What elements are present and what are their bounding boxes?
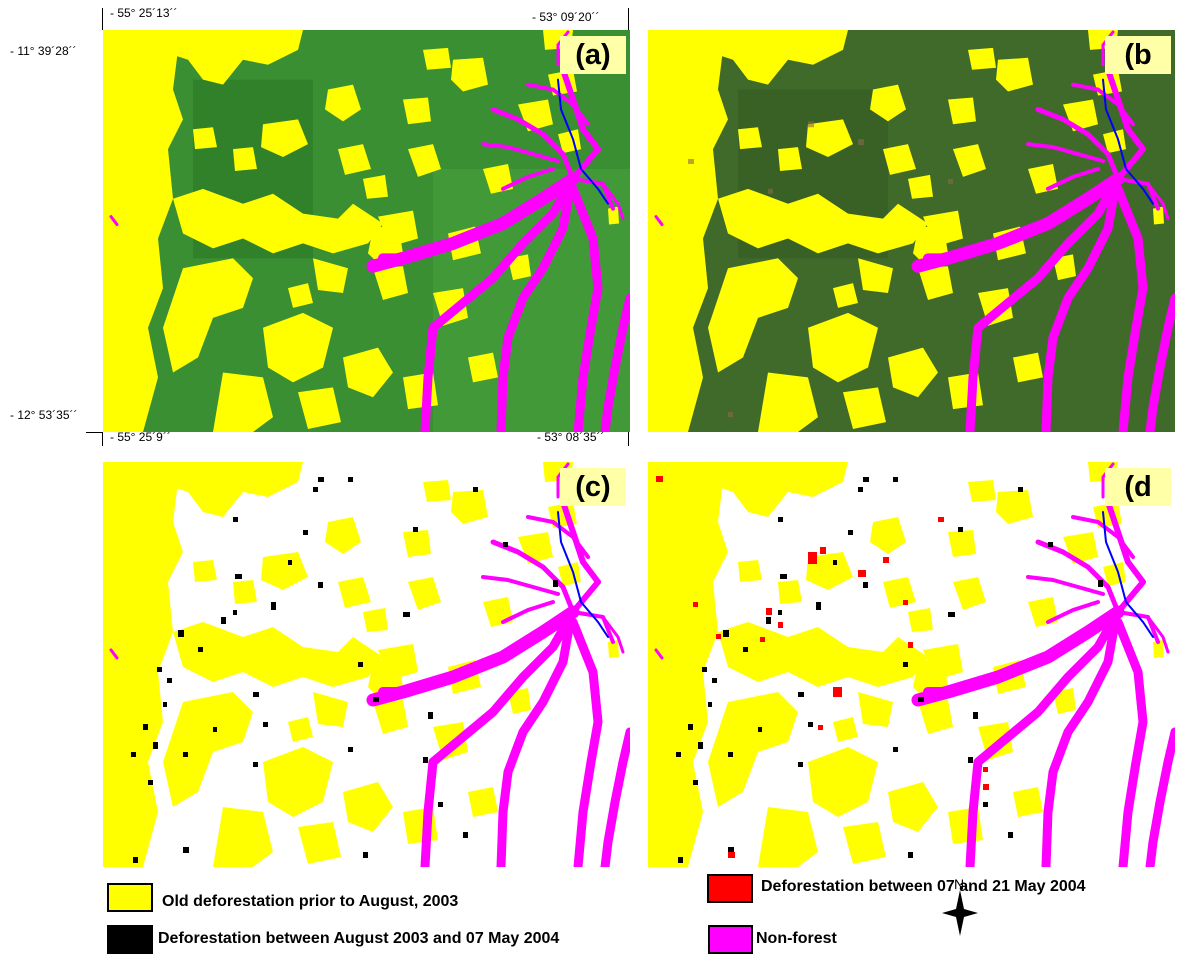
map-a-image [103,30,630,432]
north-label: N [954,876,965,892]
tick-bottom-right [628,432,629,446]
tick-top-left [102,8,103,30]
panel-b-label: (b [1105,36,1171,74]
panel-a-label: (a) [560,36,626,74]
north-arrow-icon [942,890,978,936]
coord-bottom-left-lon: - 55° 25´9´´ [110,430,171,444]
tick-bottom-left [102,432,103,446]
tick-top-right [628,8,629,30]
map-d-image [648,462,1175,867]
map-panel-b: (b [648,30,1175,432]
map-c-image [103,462,630,867]
map-panel-c: (c) [103,462,630,867]
legend-label-non-forest: Non-forest [756,930,837,947]
legend-swatch-deforestation-aug-may [107,925,153,954]
map-b-image [648,30,1175,432]
legend-label-deforestation-may: Deforestation between 07 and 21 May 2004 [761,878,1086,895]
coord-left-top-lat: - 11° 39´28´´ [10,44,77,58]
legend-swatch-non-forest [708,925,753,954]
legend-swatch-deforestation-may [707,874,753,903]
map-panel-d: (d [648,462,1175,867]
coord-top-right-lon: - 53° 09´20´´ [532,10,600,24]
coord-left-bottom-lat: - 12° 53´35´´ [10,408,78,422]
legend-label-old-deforestation: Old deforestation prior to August, 2003 [162,893,459,910]
coord-top-left-lon: - 55° 25´13´´ [110,6,178,20]
map-panel-a: (a) [103,30,630,432]
legend-label-deforestation-aug-may: Deforestation between August 2003 and 07… [158,930,560,947]
panel-c-label: (c) [560,468,626,506]
tick-bottom-left-h [86,432,103,433]
panel-d-label: (d [1105,468,1171,506]
legend-swatch-old-deforestation [107,883,153,912]
coord-bottom-right-lon: - 53° 08´35´´ [537,430,605,444]
